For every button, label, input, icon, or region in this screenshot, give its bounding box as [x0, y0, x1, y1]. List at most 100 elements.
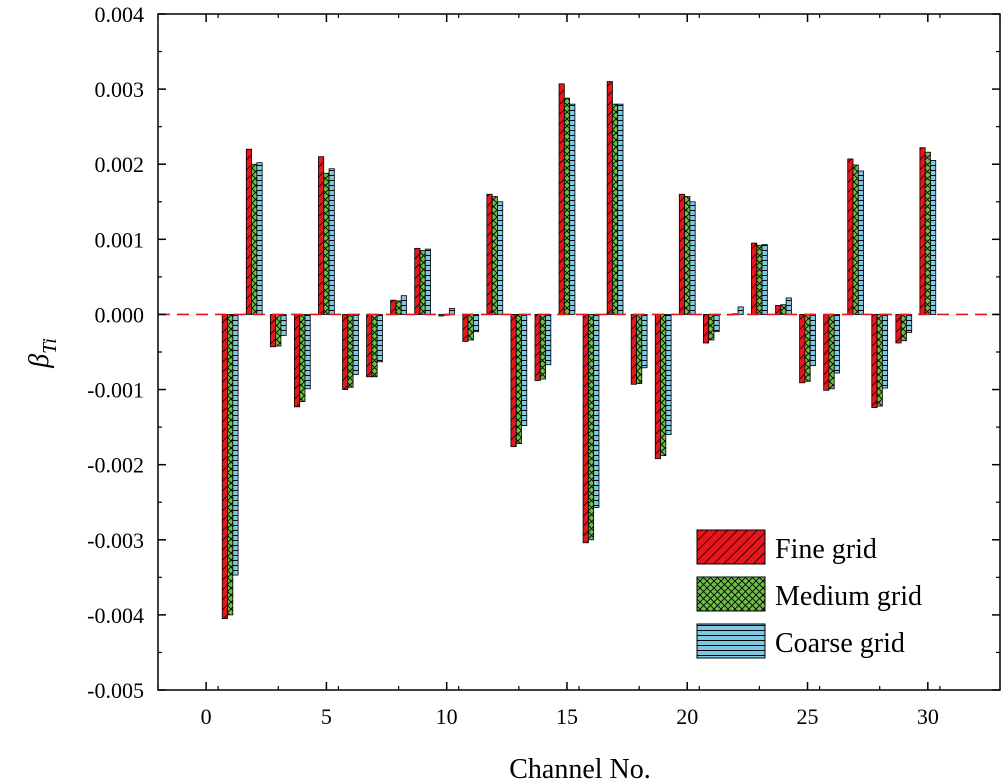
y-tick-label: -0.001	[87, 378, 144, 403]
bar-coarse-grid-ch14	[545, 314, 552, 366]
bar-coarse-grid-ch25	[809, 314, 816, 366]
bar-medium-grid-ch29	[900, 314, 907, 342]
bar-coarse-grid-ch30	[930, 160, 937, 315]
bar-fine-grid-ch25	[799, 314, 806, 384]
bar-fine-grid-ch4	[293, 314, 301, 408]
y-tick-label: 0.004	[95, 2, 145, 27]
bar-fine-grid-ch27	[847, 158, 854, 315]
bar-fine-grid-ch7	[366, 314, 373, 378]
bar-coarse-grid-ch10	[448, 308, 456, 315]
bar-coarse-grid-ch17	[617, 103, 624, 315]
bar-coarse-grid-ch13	[521, 314, 528, 427]
bar-medium-grid-ch14	[539, 314, 546, 380]
bar-medium-grid-ch6	[347, 314, 354, 388]
y-tick-label: 0.001	[95, 227, 145, 252]
bar-coarse-grid-ch16	[593, 314, 600, 508]
bar-medium-grid-ch12	[491, 196, 498, 315]
y-tick-label: 0.002	[95, 152, 145, 177]
bar-fine-grid-ch20	[678, 193, 686, 315]
bar-medium-grid-ch24	[780, 304, 787, 315]
bar-coarse-grid-ch26	[833, 314, 840, 374]
x-tick-label: 10	[436, 704, 458, 729]
bar-coarse-grid-ch11	[472, 314, 480, 333]
bar-fine-grid-ch21	[702, 314, 710, 344]
bar-coarse-grid-ch8	[400, 295, 407, 315]
bar-fine-grid-ch23	[751, 242, 758, 315]
bar-medium-grid-ch27	[852, 164, 859, 315]
bar-coarse-grid-ch22	[737, 306, 744, 315]
bar-medium-grid-ch25	[804, 314, 811, 382]
bar-medium-grid-ch7	[371, 314, 378, 378]
bar-fine-grid-ch1	[221, 314, 228, 620]
x-tick-label: 20	[676, 704, 698, 729]
bar-fine-grid-ch5	[318, 156, 325, 315]
bar-coarse-grid-ch2	[256, 162, 263, 315]
y-tick-label: -0.005	[87, 678, 144, 703]
bar-coarse-grid-ch27	[857, 170, 864, 315]
x-tick-label: 5	[321, 704, 332, 729]
bar-fine-grid-ch29	[895, 314, 902, 344]
x-tick-label: 30	[917, 704, 939, 729]
bar-medium-grid-ch30	[924, 151, 931, 315]
bar-medium-grid-ch19	[660, 314, 667, 457]
bar-medium-grid-ch3	[275, 314, 282, 347]
bar-coarse-grid-ch29	[906, 314, 913, 333]
x-axis-label: Channel No.	[509, 754, 651, 784]
legend-label-fine-grid: Fine grid	[775, 534, 877, 565]
bar-coarse-grid-ch9	[424, 248, 431, 315]
bar-medium-grid-ch28	[876, 314, 883, 407]
bar-fine-grid-ch3	[269, 314, 277, 348]
bar-fine-grid-ch28	[871, 314, 878, 408]
x-tick-label: 25	[797, 704, 819, 729]
y-tick-label: 0.000	[95, 302, 145, 327]
bar-fine-grid-ch13	[510, 314, 517, 448]
y-axis-label-subscript: Ti	[39, 338, 61, 354]
bar-medium-grid-ch4	[299, 314, 306, 402]
bar-coarse-grid-ch20	[689, 201, 696, 315]
legend-swatch-coarse-grid	[696, 623, 766, 659]
bar-fine-grid-ch15	[558, 83, 565, 315]
x-tick-label: 0	[201, 704, 212, 729]
bar-fine-grid-ch30	[919, 147, 926, 315]
bar-coarse-grid-ch15	[569, 103, 576, 315]
y-axis: -0.005 -0.004 -0.003 -0.002 -0.001 0.000 0.001…	[87, 2, 1000, 703]
bar-coarse-grid-ch21	[713, 314, 720, 333]
bar-medium-grid-ch18	[636, 314, 643, 384]
bar-medium-grid-ch16	[587, 314, 595, 541]
bar-medium-grid-ch13	[515, 314, 522, 445]
legend-swatch-fine-grid	[696, 529, 766, 565]
bar-coarse-grid-ch5	[328, 168, 335, 315]
bar-coarse-grid-ch12	[497, 201, 504, 315]
bar-fine-grid-ch24	[775, 305, 782, 315]
bar-medium-grid-ch2	[251, 163, 258, 315]
bar-coarse-grid-ch23	[761, 244, 768, 315]
bar-coarse-grid-ch18	[641, 314, 648, 369]
bar-fine-grid-ch9	[414, 247, 421, 315]
bar-fine-grid-ch18	[630, 314, 637, 385]
bar-fine-grid-ch19	[654, 314, 661, 460]
bar-medium-grid-ch21	[708, 314, 715, 341]
legend-label-coarse-grid: Coarse grid	[775, 628, 905, 659]
bar-coarse-grid-ch24	[785, 297, 792, 315]
bar-coarse-grid-ch1	[232, 314, 239, 576]
bar-medium-grid-ch20	[684, 196, 691, 315]
bar-medium-grid-ch11	[467, 314, 474, 341]
y-axis-label-main: β	[24, 354, 55, 369]
bar-fine-grid-ch14	[534, 314, 541, 381]
bar-coarse-grid-ch4	[304, 314, 311, 390]
y-axis-label: βTi	[24, 338, 61, 369]
bar-coarse-grid-ch6	[352, 314, 359, 375]
bar-medium-grid-ch8	[395, 300, 402, 315]
x-tick-label: 15	[556, 704, 578, 729]
bar-coarse-grid-ch3	[280, 314, 287, 336]
bar-fine-grid-ch12	[486, 193, 493, 315]
bar-fine-grid-ch6	[342, 314, 349, 390]
bar-fine-grid-ch17	[606, 81, 613, 315]
legend-label-medium-grid: Medium grid	[775, 581, 922, 612]
bar-medium-grid-ch15	[563, 97, 571, 315]
bar-medium-grid-ch23	[756, 244, 763, 315]
y-tick-label: -0.003	[87, 528, 144, 553]
bar-medium-grid-ch1	[227, 314, 234, 616]
y-tick-label: -0.002	[87, 453, 144, 478]
